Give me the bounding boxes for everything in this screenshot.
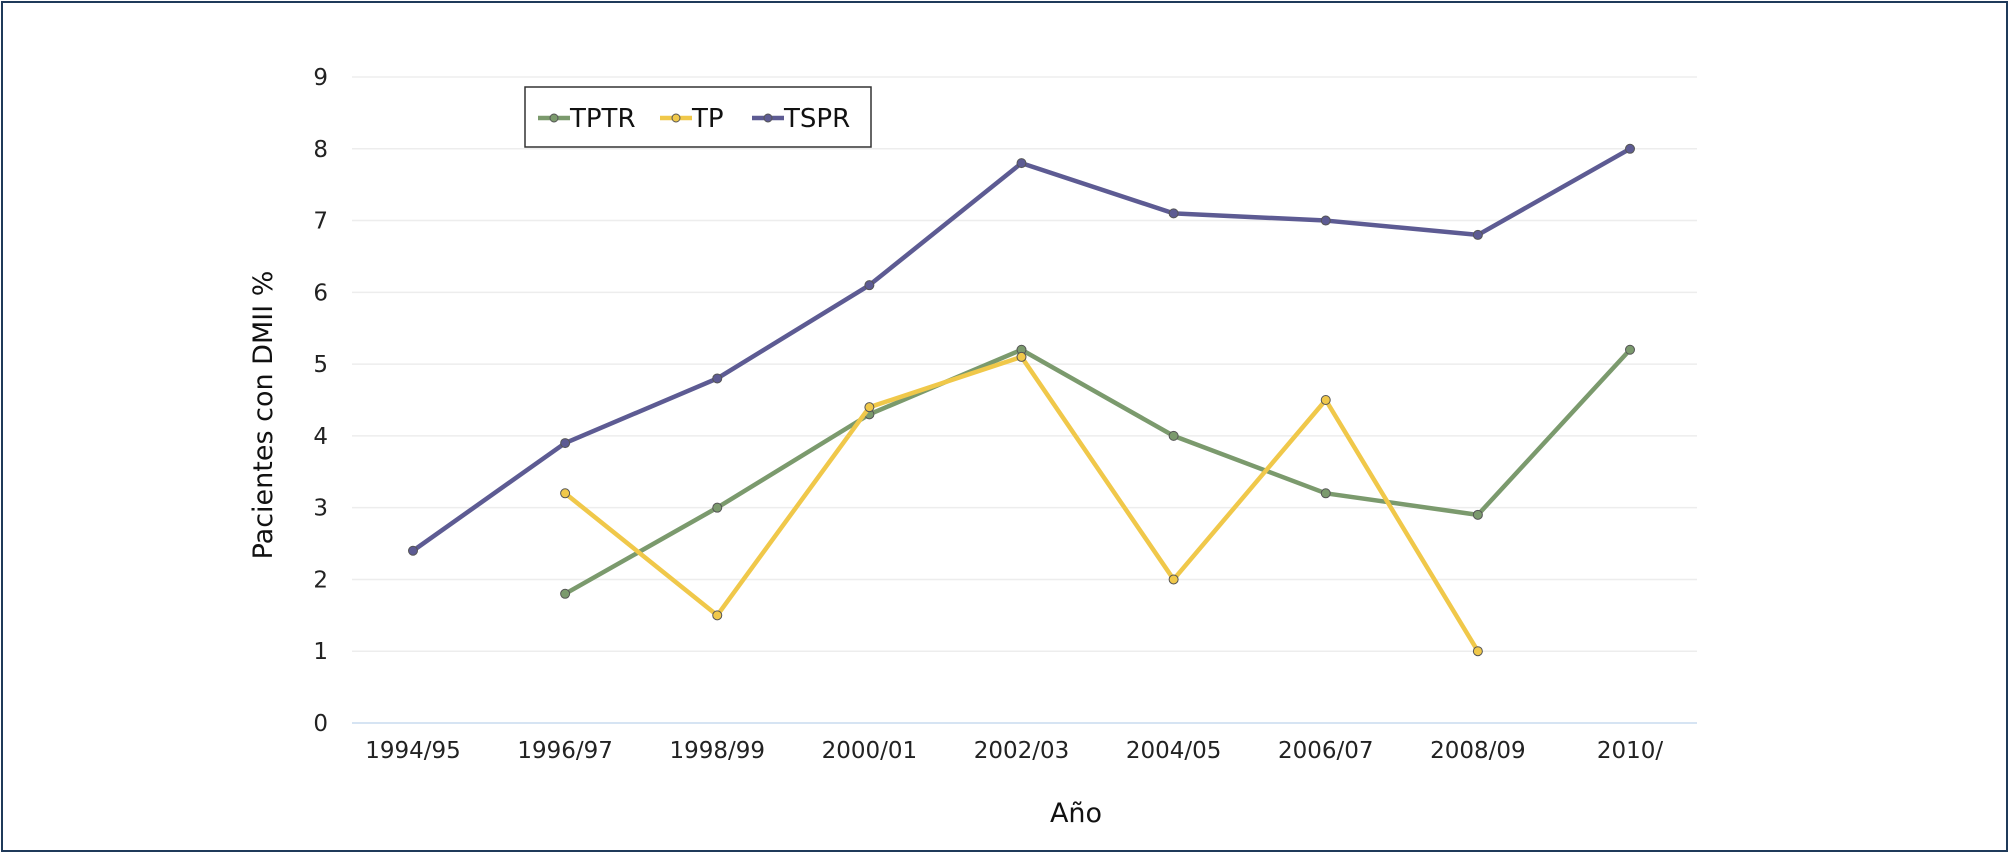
data-point bbox=[1472, 509, 1483, 520]
y-tick-label: 1 bbox=[313, 639, 328, 665]
data-point bbox=[1016, 351, 1027, 362]
data-point bbox=[864, 280, 875, 291]
legend-marker bbox=[763, 113, 773, 123]
series-tptr bbox=[560, 344, 1635, 599]
y-tick-label: 7 bbox=[313, 209, 328, 235]
series-tp bbox=[560, 351, 1483, 657]
y-tick-label: 2 bbox=[313, 567, 328, 593]
x-tick-label: 1996/97 bbox=[517, 738, 613, 764]
series-line bbox=[562, 354, 1481, 654]
x-axis-title: Año bbox=[1050, 798, 1102, 829]
data-point bbox=[864, 402, 875, 413]
data-point bbox=[712, 502, 723, 513]
data-point bbox=[560, 488, 571, 499]
data-point bbox=[560, 588, 571, 599]
data-point bbox=[1320, 395, 1331, 405]
legend-marker bbox=[549, 113, 559, 123]
legend: TPTR TP TSPR bbox=[524, 86, 872, 148]
data-point bbox=[1472, 646, 1483, 657]
x-tick-label: 2004/05 bbox=[1126, 738, 1222, 764]
data-point bbox=[1016, 158, 1027, 169]
y-tick-label: 0 bbox=[313, 711, 328, 737]
y-tick-label: 5 bbox=[313, 352, 328, 378]
y-axis-title: Pacientes con DMII % bbox=[248, 271, 279, 560]
gridlines bbox=[352, 76, 1697, 652]
data-point bbox=[1320, 488, 1331, 499]
data-point bbox=[1320, 215, 1331, 226]
data-point bbox=[1168, 574, 1179, 585]
data-point bbox=[1472, 229, 1483, 240]
legend-label: TPTR bbox=[569, 104, 636, 134]
data-point bbox=[712, 373, 723, 384]
legend-box bbox=[524, 86, 872, 148]
x-tick-label: 2006/07 bbox=[1278, 738, 1374, 764]
x-tick-label: 2008/09 bbox=[1430, 738, 1526, 764]
data-point bbox=[560, 438, 571, 449]
x-tick-label: 1998/99 bbox=[669, 738, 765, 764]
y-tick-label: 9 bbox=[313, 65, 328, 91]
x-axis: 1994/95 1996/97 1998/99 2000/01 2002/03 2004/… bbox=[352, 722, 1697, 764]
data-point bbox=[1168, 208, 1179, 219]
legend-marker bbox=[671, 113, 681, 123]
y-tick-label: 4 bbox=[313, 424, 328, 450]
y-tick-label: 3 bbox=[313, 496, 328, 522]
series-line bbox=[562, 347, 1633, 597]
data-point bbox=[712, 610, 723, 621]
y-axis-ticks: 0 1 2 3 4 5 6 7 8 9 bbox=[313, 65, 328, 737]
x-tick-label: 1994/95 bbox=[365, 738, 461, 764]
data-point bbox=[408, 545, 418, 556]
data-point bbox=[1625, 344, 1635, 355]
y-tick-label: 6 bbox=[313, 280, 328, 306]
x-tick-label: 2002/03 bbox=[974, 738, 1070, 764]
x-tick-label: 2000/01 bbox=[822, 738, 918, 764]
legend-label: TP bbox=[691, 104, 724, 134]
series-tspr bbox=[408, 143, 1635, 556]
series-lines bbox=[408, 143, 1635, 657]
y-tick-label: 8 bbox=[313, 137, 328, 163]
data-point bbox=[1625, 143, 1635, 154]
data-point bbox=[1168, 430, 1179, 441]
legend-label: TSPR bbox=[783, 104, 850, 134]
x-tick-label: 2010/ bbox=[1597, 738, 1664, 764]
